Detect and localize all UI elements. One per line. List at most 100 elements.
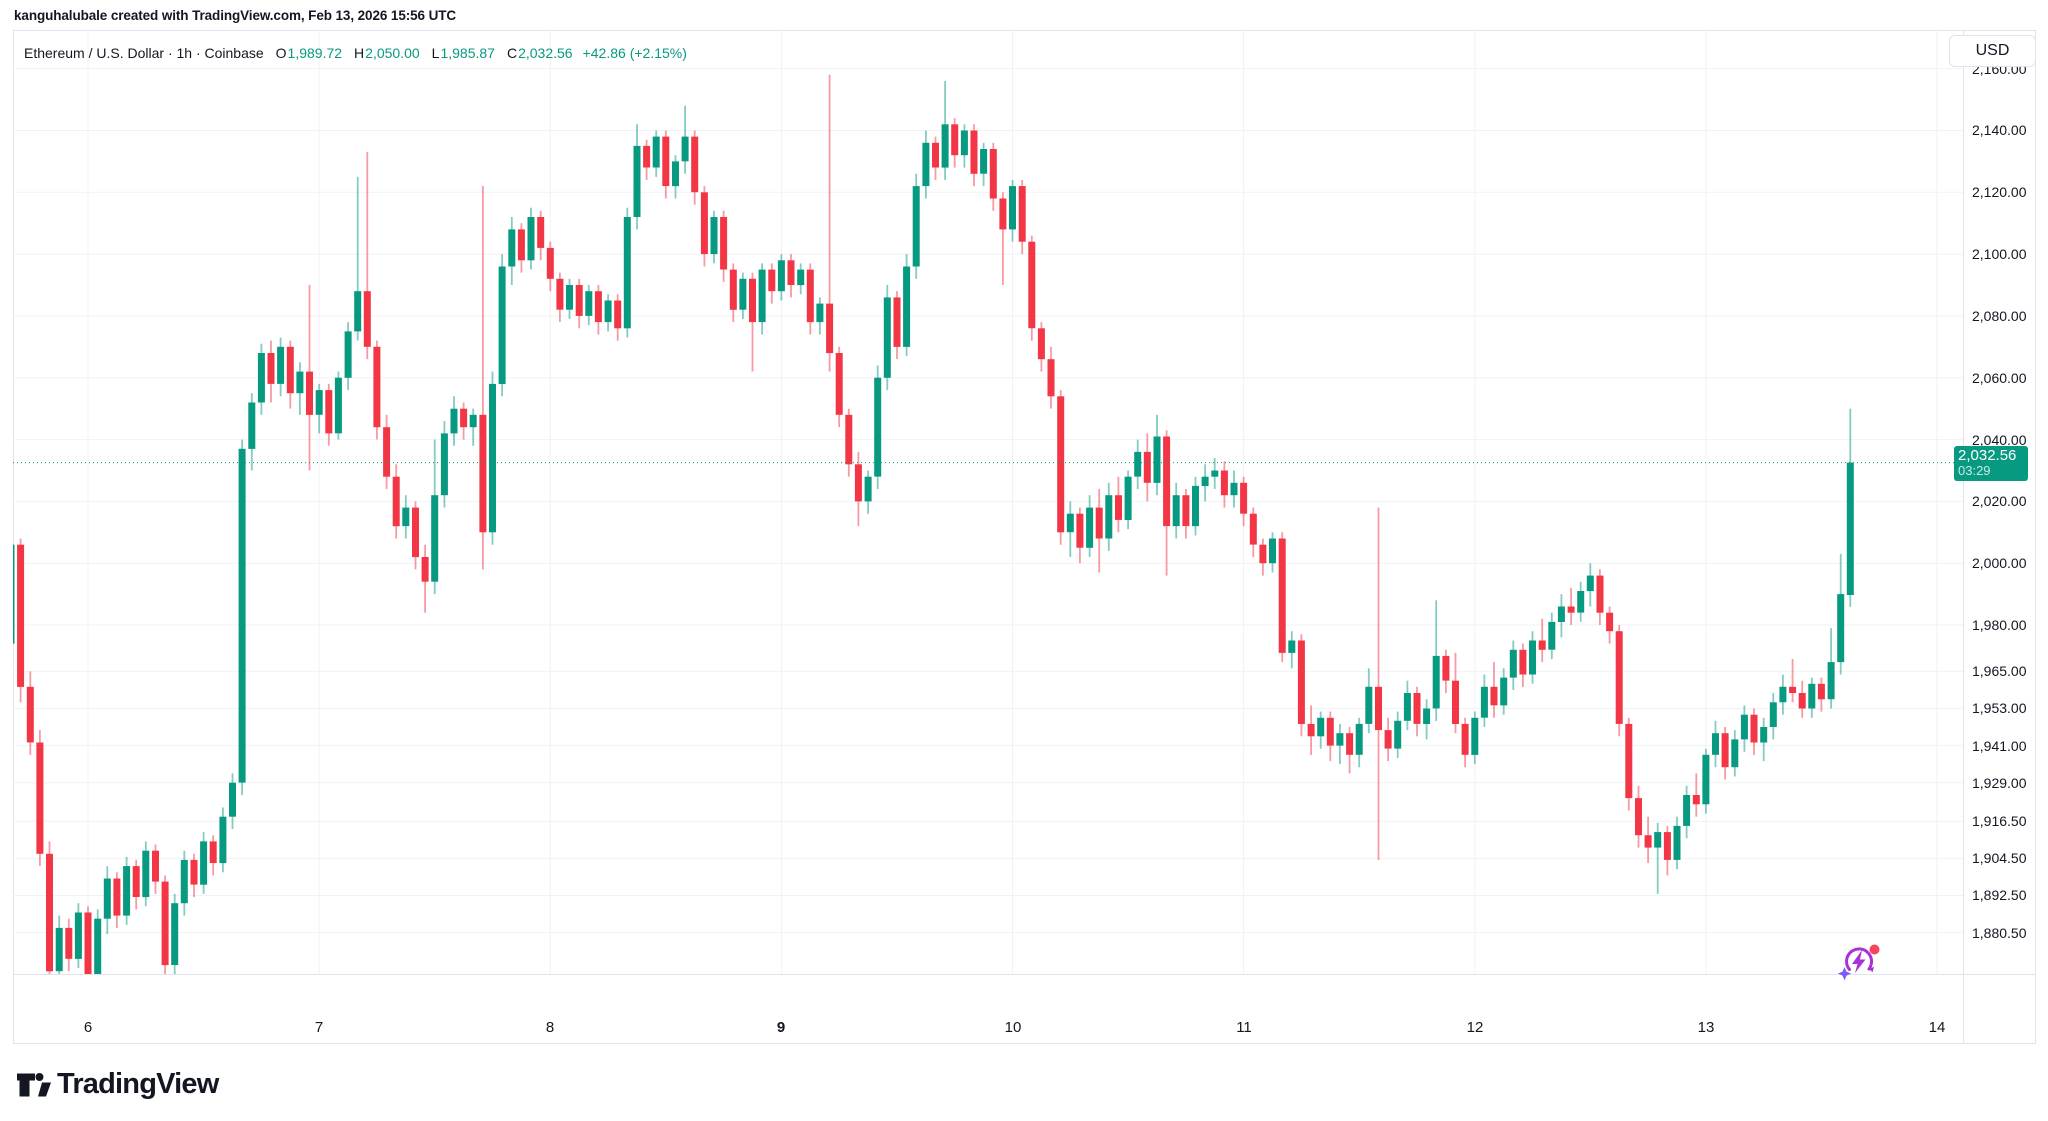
candle bbox=[652, 130, 660, 177]
candle bbox=[334, 371, 342, 440]
spark-badge-button[interactable] bbox=[1836, 940, 1884, 988]
candle bbox=[26, 671, 34, 755]
time-axis-label: 8 bbox=[545, 1019, 555, 1036]
time-axis-label: 6 bbox=[83, 1019, 93, 1036]
price-axis-separator bbox=[1963, 30, 1964, 1044]
candle bbox=[1557, 594, 1565, 638]
candle bbox=[893, 291, 901, 360]
candle bbox=[200, 832, 208, 894]
candle bbox=[209, 835, 217, 876]
candle bbox=[306, 285, 313, 471]
candle bbox=[1740, 705, 1748, 752]
candle bbox=[749, 272, 756, 372]
candle bbox=[1346, 727, 1354, 774]
candle bbox=[1201, 464, 1209, 502]
candle bbox=[1105, 482, 1113, 551]
candle bbox=[450, 396, 458, 446]
candle bbox=[1432, 600, 1440, 721]
candle bbox=[1798, 680, 1806, 718]
candle bbox=[797, 263, 805, 295]
open-value: 1,989.72 bbox=[287, 45, 343, 61]
candle bbox=[229, 773, 236, 829]
candle bbox=[585, 285, 593, 326]
chart-legend: Ethereum / U.S. Dollar · 1h · Coinbase O… bbox=[24, 44, 687, 62]
price-axis-label: 1,904.50 bbox=[1972, 850, 2027, 866]
candle bbox=[575, 278, 583, 329]
close-value: 2,032.56 bbox=[518, 45, 573, 61]
currency-unit-button[interactable]: USD bbox=[1949, 35, 2036, 67]
candle bbox=[980, 142, 988, 187]
candle bbox=[1827, 628, 1835, 709]
tradingview-logo-text: TradingView bbox=[57, 1068, 219, 1100]
candle bbox=[806, 263, 814, 335]
close-label: C bbox=[506, 45, 518, 61]
tradingview-logo[interactable]: TradingView bbox=[17, 1068, 219, 1101]
price-axis-label: 2,100.00 bbox=[1972, 246, 2027, 262]
candle bbox=[489, 371, 496, 545]
high-label: H bbox=[354, 45, 365, 61]
candle bbox=[36, 730, 44, 867]
candle bbox=[1018, 179, 1026, 255]
candle bbox=[1355, 717, 1363, 768]
candles-layer bbox=[13, 74, 1854, 974]
candle bbox=[1500, 668, 1508, 715]
candlestick-plot[interactable] bbox=[13, 30, 1963, 974]
candle bbox=[440, 421, 448, 508]
grid bbox=[13, 30, 1963, 974]
candle bbox=[1336, 723, 1344, 765]
candle bbox=[1413, 686, 1421, 737]
candle bbox=[1297, 634, 1305, 737]
candle bbox=[1586, 563, 1594, 607]
candle bbox=[845, 408, 853, 477]
symbol-title[interactable]: Ethereum / U.S. Dollar · 1h · Coinbase bbox=[24, 45, 264, 61]
time-axis-separator bbox=[13, 974, 2036, 975]
candle bbox=[912, 173, 920, 279]
candle bbox=[1326, 711, 1334, 762]
candle bbox=[1683, 785, 1691, 839]
candle bbox=[1452, 652, 1459, 734]
candle bbox=[65, 918, 73, 972]
candle bbox=[1249, 507, 1257, 558]
candle bbox=[594, 285, 602, 335]
candle bbox=[1009, 179, 1016, 242]
candle bbox=[1480, 674, 1488, 727]
candle bbox=[1442, 649, 1450, 694]
candle bbox=[94, 909, 102, 974]
candle bbox=[171, 893, 179, 974]
candle bbox=[1230, 470, 1238, 508]
candle bbox=[1086, 495, 1094, 557]
candle bbox=[643, 139, 651, 180]
candle bbox=[1673, 816, 1681, 870]
time-axis-label: 14 bbox=[1928, 1019, 1946, 1036]
candle bbox=[1712, 720, 1719, 768]
time-axis-label: 12 bbox=[1466, 1019, 1484, 1036]
candle bbox=[1278, 532, 1286, 663]
open-label: O bbox=[275, 45, 287, 61]
currency-unit-label: USD bbox=[1975, 42, 2010, 59]
candle bbox=[257, 343, 265, 415]
candle bbox=[1817, 677, 1825, 712]
candle bbox=[1365, 668, 1373, 734]
candle bbox=[479, 186, 487, 570]
time-axis-label: 10 bbox=[1004, 1019, 1022, 1036]
candle bbox=[1163, 430, 1171, 576]
candle bbox=[566, 278, 573, 319]
price-axis-label: 2,140.00 bbox=[1972, 122, 2027, 138]
price-axis-label: 2,040.00 bbox=[1972, 432, 2027, 448]
attribution-text: kanguhalubale created with TradingView.c… bbox=[14, 7, 457, 23]
candle bbox=[1846, 408, 1854, 607]
candle bbox=[392, 464, 400, 539]
candle bbox=[1307, 705, 1315, 755]
candle bbox=[1644, 816, 1652, 864]
candle bbox=[123, 856, 131, 925]
candle bbox=[1172, 482, 1180, 539]
candle bbox=[768, 263, 776, 304]
tradingview-mark-icon bbox=[17, 1072, 51, 1096]
candle bbox=[55, 915, 63, 974]
price-axis[interactable]: 2,160.00 2,140.00 2,120.00 2,100.00 2,080.00… bbox=[1963, 30, 2036, 974]
time-axis[interactable]: 6 7 8 9 10 11 12 13 14 bbox=[13, 974, 2036, 1044]
candle bbox=[1375, 507, 1382, 860]
candle bbox=[999, 192, 1007, 285]
candle bbox=[758, 263, 766, 335]
candle bbox=[854, 451, 862, 527]
